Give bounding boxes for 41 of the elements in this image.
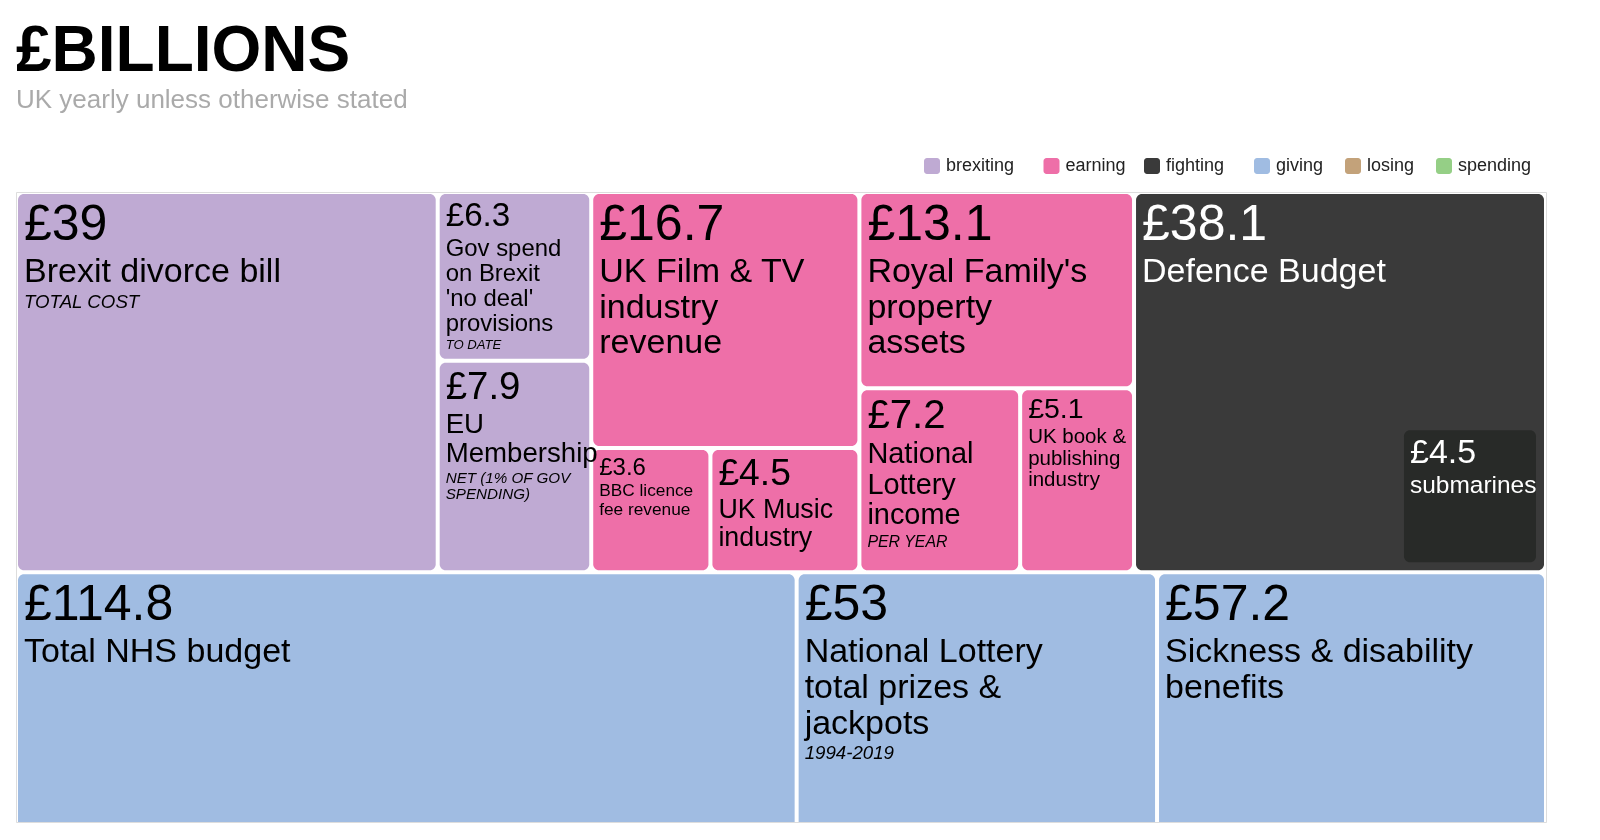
category-label: Royal Family's property assets	[867, 251, 1088, 361]
data-label: £7.2	[867, 392, 946, 438]
data-label: £57.2	[1165, 575, 1291, 632]
text: NET (1% OF GOV SPENDING)	[445, 468, 571, 502]
legend-label: losing	[1367, 155, 1415, 175]
data-label: £6.3	[445, 196, 511, 233]
category-label: Total NHS budget	[24, 631, 292, 670]
legend-label: earning	[1065, 155, 1126, 175]
data-label: £38.1	[1142, 195, 1268, 251]
category-label: Sickness & disability benefits	[1165, 631, 1474, 705]
data-label: £5.1	[1028, 392, 1084, 425]
data-label: £53	[804, 575, 889, 632]
category-label: National Lottery total prizes & jackpots	[803, 631, 1043, 741]
text: UK yearly unless otherwise stated	[16, 84, 408, 114]
text: 1994-2019	[804, 742, 895, 764]
category-label: UK Film & TV industry revenue	[599, 251, 805, 361]
category-label: National Lottery income	[867, 437, 974, 531]
legend-label: brexiting	[946, 155, 1015, 175]
legend-label: giving	[1276, 155, 1324, 175]
category-label: Gov spend on Brexit 'no deal' provisions	[445, 233, 562, 336]
legend-label: fighting	[1166, 155, 1225, 175]
data-label: £4.5	[718, 451, 791, 494]
category-label: Brexit divorce bill	[24, 251, 281, 289]
data-label: £39	[24, 195, 108, 251]
text: TOTAL COST	[24, 290, 140, 312]
data-label: £13.1	[867, 195, 993, 251]
text: TO DATE	[445, 336, 502, 352]
legend-label: spending	[1458, 155, 1532, 175]
category-label: EU Membership	[445, 407, 598, 468]
text: £BILLIONS	[16, 13, 351, 85]
data-label: £114.8	[24, 575, 174, 632]
category-label: submarines	[1409, 470, 1537, 498]
data-label: £3.6	[599, 453, 646, 481]
data-label: £7.9	[445, 363, 521, 407]
category-label: UK book & publishing industry	[1028, 424, 1127, 491]
data-label: £16.7	[599, 195, 725, 251]
category-label: UK Music industry	[718, 494, 834, 553]
text: PER YEAR	[867, 532, 948, 550]
category-label: BBC licence fee revenue	[599, 480, 694, 519]
data-label: £4.5	[1409, 432, 1477, 471]
category-label: Defence Budget	[1142, 251, 1387, 289]
